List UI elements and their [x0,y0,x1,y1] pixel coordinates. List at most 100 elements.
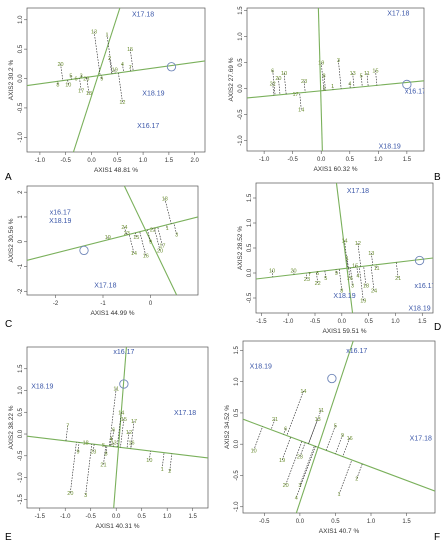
projection-line [272,83,275,96]
projection-line [305,273,308,280]
highlight-circle [414,255,425,266]
projection-line [122,63,124,73]
site-label: 16 [128,441,134,447]
site-label: 18 [86,91,92,97]
x-tick-label: 1.5 [402,519,411,525]
panel-letter: F [434,532,440,543]
projection-line [296,446,316,498]
projection-line [324,270,327,279]
y-tick-label: 0.5 [234,408,240,417]
site-label: 21 [272,417,278,423]
x-tick-label: 0.5 [331,519,340,525]
site-label: 12 [355,241,361,247]
projection-line [116,412,122,448]
y-tick-label: 0.5 [238,58,244,67]
site-label: 18 [83,441,89,447]
site-label: 15 [121,417,127,423]
site-label: 9 [100,77,103,83]
highlight-circle [166,62,177,72]
projection-line [173,223,177,235]
site-label: 4 [110,436,113,442]
site-label: 13 [368,251,374,257]
y-tick-label: 1.0 [18,386,24,395]
x-tick-label: -0.5 [86,514,97,520]
x-tick-label: -1.0 [60,514,71,520]
y-tick-label: 0.5 [18,44,24,53]
site-label: 21 [395,276,401,282]
x-tick-label: 1.5 [189,514,198,520]
y-axis-title: AXIS2 28.52 % [237,226,244,270]
site-label: 20 [275,76,281,82]
projection-line [124,226,127,236]
projection-line [147,229,151,242]
projection-line [316,271,318,284]
site-label: 2 [168,469,171,475]
site-label: 9 [76,449,79,455]
y-tick-label: 1.5 [247,193,253,202]
site-label: 16 [347,276,353,282]
projection-line [118,72,123,103]
y-tick-label: 1.5 [234,346,240,355]
site-label: 18 [363,284,369,290]
variable-label: X18.19 [408,306,430,313]
x-tick-label: -1 [100,301,106,307]
projection-line [154,227,161,251]
projection-line [299,445,315,485]
projection-line [344,240,349,269]
site-label: 19 [105,235,111,241]
projection-line [272,70,276,96]
projection-line [323,75,326,91]
panel-letter: E [5,532,12,543]
y-axis-title: AXIS2 30.56 % [8,218,15,262]
projection-line [106,34,113,74]
x-tick-label: -1.0 [259,157,270,163]
y-tick-label: -0.5 [234,470,240,481]
site-label: 23 [301,79,307,85]
x-axis-title: AXIS1 40.31 % [95,523,139,530]
x-tick-label: 1.5 [418,319,427,325]
projection-line [128,234,135,253]
y-tick-label: 1.0 [18,15,24,24]
site-label: 17 [292,92,298,98]
panel-letter: B [434,172,441,183]
variable-label: x16.17 [405,89,426,96]
site-label: 7 [308,272,311,278]
site-label: 13 [91,30,97,36]
plot-frame [26,185,199,296]
x-tick-label: 1.0 [139,158,148,164]
site-label: 2 [323,87,326,93]
projection-line [105,445,108,454]
projection-line [338,269,343,291]
y-tick-label: -1.5 [18,493,24,504]
x-tick-label: 0.0 [296,519,305,525]
x-tick-label: -0.5 [61,158,72,164]
axis-line-vertical [123,186,178,295]
y-tick-label: 0.0 [234,439,240,448]
variable-label: X17.18 [410,435,432,442]
site-label: 1 [166,226,169,232]
highlight-circle [79,245,89,256]
site-label: 20 [290,269,296,275]
projection-line [335,434,343,454]
site-label: 6 [112,428,115,434]
projection-line [134,232,137,237]
projection-line [120,418,125,448]
projection-line [149,451,151,461]
site-label: 5 [360,74,363,80]
x-axis-title: AXIS1 40.7 % [319,528,360,535]
x-tick-label: 1.5 [403,157,412,163]
y-tick-label: 0.0 [238,84,244,93]
site-label: 7 [66,423,69,429]
site-label: 6 [284,427,287,433]
y-tick-label: 0 [18,239,24,243]
x-tick-label: -1.5 [35,514,46,520]
y-tick-label: 1.0 [234,377,240,386]
site-label: 1 [161,467,164,473]
axis-line-horizontal [247,80,424,99]
site-label: 14 [298,107,304,113]
site-label: 23 [83,77,89,83]
site-label: 13 [350,71,356,77]
projection-line [157,227,163,246]
